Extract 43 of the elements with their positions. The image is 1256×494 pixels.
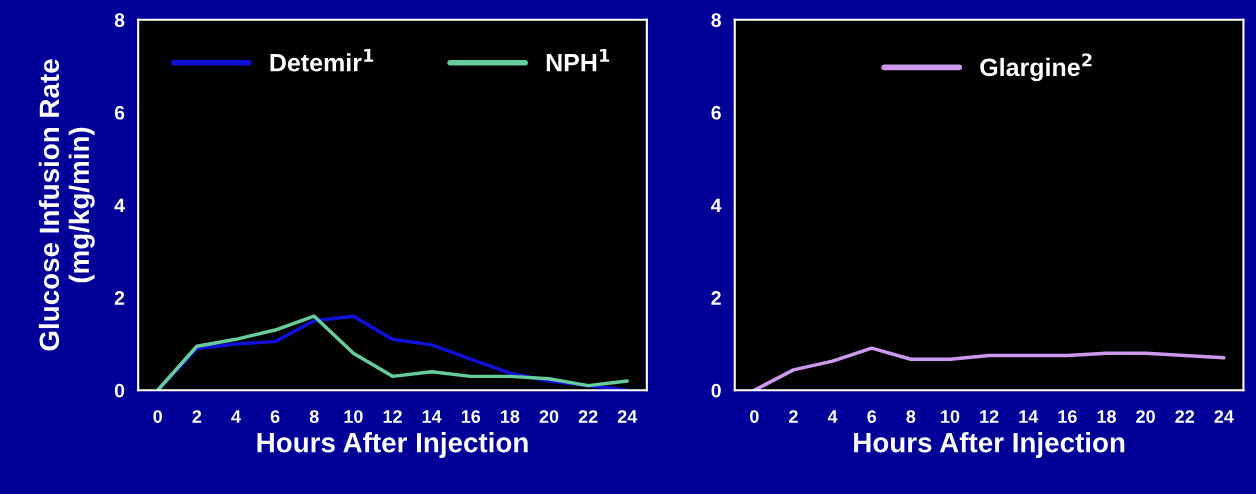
x-tick-label: 16: [1058, 410, 1077, 423]
line-series: [752, 346, 1226, 391]
y-tick-label: 8: [711, 13, 721, 27]
x-tick-label: 18: [1097, 410, 1116, 423]
y-tick-label: 8: [114, 13, 125, 27]
x-tick-label: 2: [192, 410, 202, 423]
y-tick-label: 4: [711, 198, 722, 213]
x-tick-label: 24: [617, 410, 638, 423]
x-tick-label: 22: [578, 410, 598, 423]
x-axis-title: Hours After Injection: [257, 432, 528, 458]
x-tick-label: 14: [422, 410, 442, 423]
x-tick-label: 2: [789, 410, 798, 423]
x-tick-label: 12: [980, 410, 999, 423]
x-tick-label: 0: [153, 410, 163, 423]
x-tick-label: 10: [941, 410, 960, 423]
y-tick-label: 6: [114, 105, 125, 120]
y-tick-label: 2: [711, 291, 721, 305]
x-tick-label: 18: [500, 410, 520, 423]
x-tick-label: 4: [231, 410, 241, 423]
y-tick-label: 4: [114, 198, 125, 213]
y-tick-label: 0: [114, 383, 125, 398]
x-tick-label: 6: [867, 410, 877, 423]
x-tick-label: 22: [1175, 410, 1195, 423]
x-tick-label: 6: [270, 410, 280, 423]
x-tick-label: 16: [461, 410, 481, 423]
y-tick-label: 6: [711, 105, 721, 120]
legend-label: Detemir$^{1}$: [270, 48, 374, 72]
x-tick-label: 10: [344, 410, 363, 423]
x-tick-label: 4: [827, 410, 838, 423]
legend-label: Glargine$^{2}$: [980, 53, 1092, 82]
x-tick-label: 12: [383, 410, 402, 423]
x-axis-title: Hours After Injection: [854, 432, 1125, 458]
legend-label: NPH$^{1}$: [546, 48, 610, 72]
x-tick-label: 8: [309, 410, 319, 423]
x-tick-label: 8: [906, 410, 916, 423]
x-tick-label: 0: [750, 410, 759, 423]
y-tick-label: 0: [711, 383, 721, 398]
y-tick-label: 2: [114, 291, 125, 305]
y-axis-title: Glucose Infusion Rate (mg/kg/min): [38, 59, 95, 351]
x-tick-label: 14: [1019, 410, 1039, 423]
x-tick-label: 24: [1214, 410, 1234, 423]
x-tick-label: 20: [1136, 410, 1155, 423]
x-tick-label: 20: [539, 410, 559, 423]
